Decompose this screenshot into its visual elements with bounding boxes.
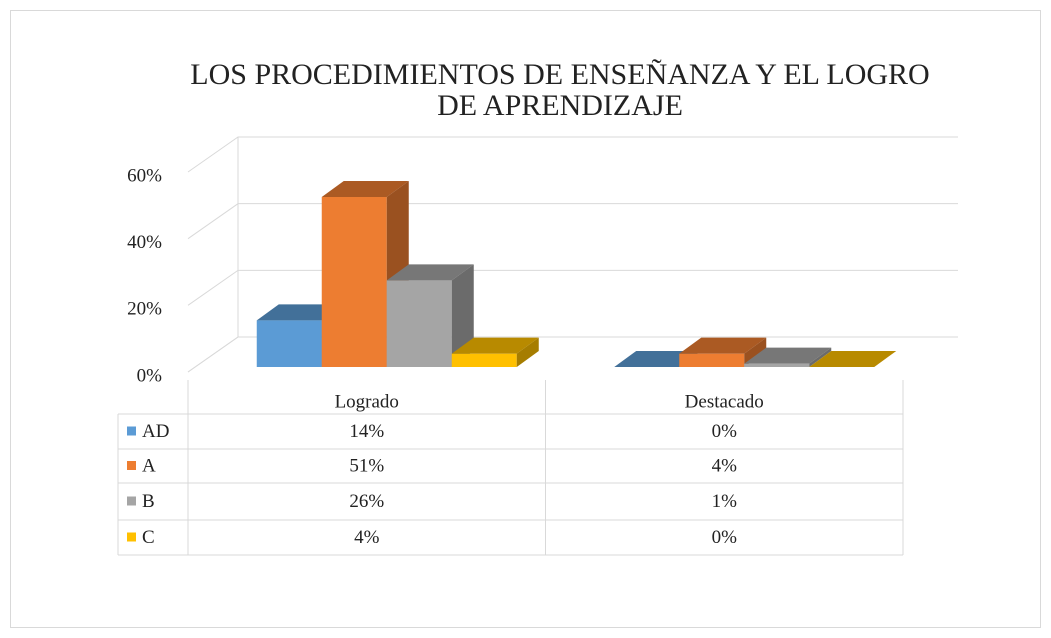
data-label: 14%: [349, 421, 384, 442]
y-tick-label: 0%: [137, 365, 163, 386]
bar-top: [451, 337, 539, 354]
legend-swatch: [127, 532, 136, 542]
data-label: 1%: [712, 491, 738, 512]
legend-swatch: [127, 461, 136, 470]
title-line: LOS PROCEDIMIENTOS DE ENSEÑANZA Y EL LOG…: [190, 58, 929, 91]
bar-top: [386, 264, 474, 281]
legend-swatch: [127, 426, 136, 436]
y-tick-label: 20%: [127, 299, 162, 320]
data-label: 0%: [712, 421, 738, 442]
chart-border: [10, 10, 1041, 628]
bar-side: [516, 337, 539, 367]
x-tick-label: Destacado: [685, 391, 764, 412]
data-label: 4%: [354, 527, 380, 548]
grid-line: [187, 269, 958, 306]
title-line: DE APRENDIZAJE: [437, 89, 683, 122]
bar-side: [451, 264, 474, 367]
legend-swatch: [127, 496, 136, 506]
data-label: 51%: [349, 455, 384, 476]
data-label: 26%: [349, 491, 384, 512]
legend-label: AD: [142, 421, 169, 442]
bar: [386, 280, 452, 367]
chart-title: LOS PROCEDIMIENTOS DE ENSEÑANZA Y EL LOG…: [190, 58, 929, 122]
bar: [679, 353, 745, 367]
y-tick-label: 40%: [127, 232, 162, 253]
bar-side: [809, 347, 832, 367]
legend-label: B: [142, 491, 155, 512]
bar: [744, 363, 810, 367]
data-label: 0%: [712, 527, 738, 548]
y-tick-label: 60%: [127, 165, 162, 186]
bar-top: [809, 351, 897, 367]
data-label: 4%: [712, 455, 738, 476]
grid-line: [187, 336, 958, 373]
bar-top: [679, 337, 767, 354]
bar-top: [321, 181, 409, 197]
x-tick-label: Logrado: [335, 391, 399, 412]
bar-top: [744, 347, 832, 364]
legend-label: A: [142, 455, 156, 476]
bar: [451, 353, 517, 367]
grid-line: [187, 203, 958, 240]
grid-line: [187, 136, 958, 173]
bar: [256, 320, 322, 367]
bar: [321, 197, 387, 367]
legend-label: C: [142, 527, 155, 548]
